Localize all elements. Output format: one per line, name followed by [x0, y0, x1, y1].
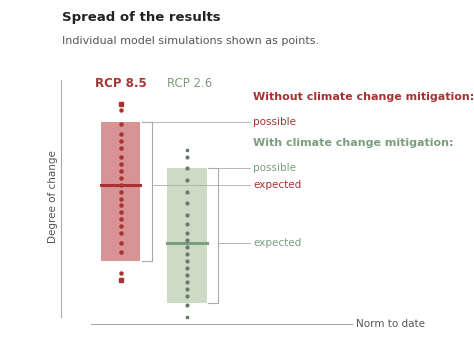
- Text: expected: expected: [253, 180, 301, 190]
- Text: RCP 2.6: RCP 2.6: [167, 77, 213, 90]
- Text: Individual model simulations shown as points.: Individual model simulations shown as po…: [62, 36, 319, 46]
- Text: expected: expected: [253, 238, 301, 248]
- Text: Without climate change mitigation:: Without climate change mitigation:: [253, 91, 474, 102]
- Text: Spread of the results: Spread of the results: [62, 11, 220, 24]
- Text: possible: possible: [253, 163, 296, 174]
- Text: possible: possible: [253, 117, 296, 127]
- Text: With climate change mitigation:: With climate change mitigation:: [253, 138, 454, 148]
- Text: RCP 8.5: RCP 8.5: [95, 77, 146, 90]
- Text: Norm to date: Norm to date: [356, 319, 425, 329]
- Bar: [167, 168, 207, 303]
- Y-axis label: Degree of change: Degree of change: [48, 150, 58, 243]
- Bar: [100, 122, 140, 261]
